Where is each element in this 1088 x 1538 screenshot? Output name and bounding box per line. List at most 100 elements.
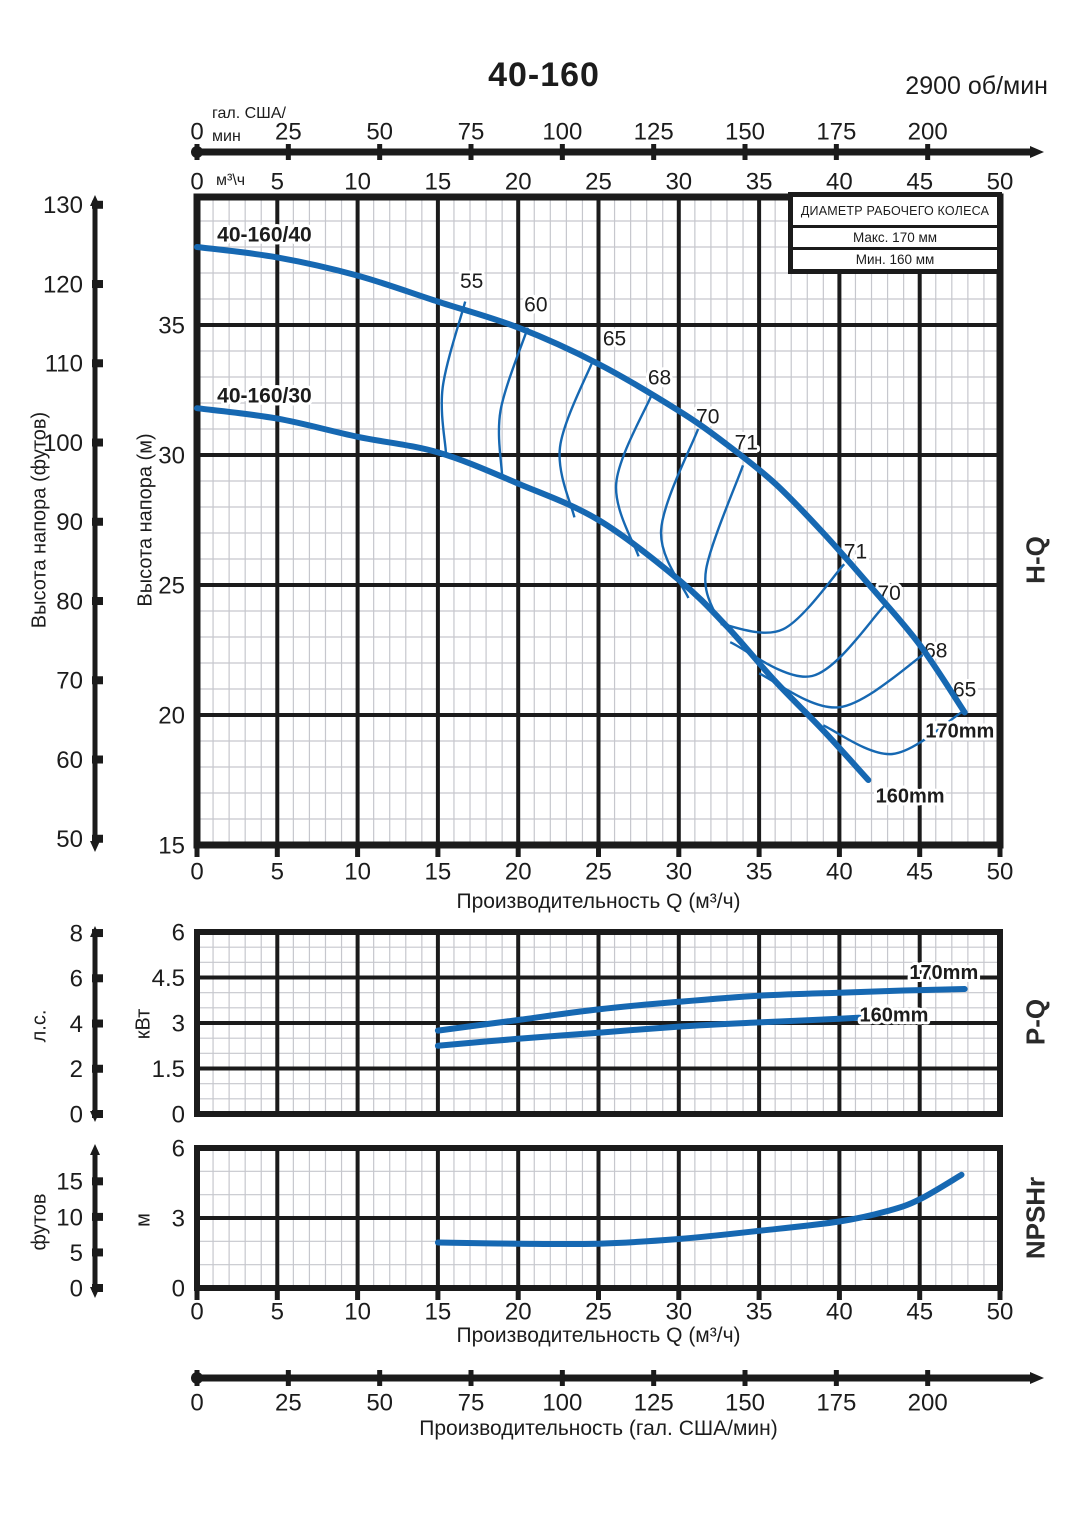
hp-axis-tick-2: 2	[70, 1056, 83, 1083]
hq-x-tick-30: 30	[665, 858, 692, 885]
efficiency-label-55: 55	[460, 270, 483, 293]
hp-axis-tick-0: 0	[70, 1101, 83, 1128]
impeller-label-170mm: 170mm	[925, 721, 994, 743]
npsh-feet-axis-tick-10: 10	[56, 1204, 83, 1231]
efficiency-contour-71	[720, 563, 846, 634]
gpm-axis-top-tick-25: 25	[275, 118, 302, 145]
npsh-feet-axis-tick-5: 5	[70, 1240, 83, 1267]
m3h-top-tick-30: 30	[665, 168, 692, 195]
hq-x-tick-10: 10	[344, 858, 371, 885]
hq-x-tick-35: 35	[746, 858, 773, 885]
pq-curve-160mm	[434, 1014, 867, 1049]
efficiency-label-71: 71	[844, 541, 867, 564]
npsh-m-axis-title-text: м	[132, 1213, 155, 1227]
gpm-axis-top-tick-75: 75	[458, 118, 485, 145]
efficiency-contour-68	[758, 651, 927, 709]
gpm-unit-note-line1: гал. США/	[212, 105, 286, 122]
hp-axis-tick-4: 4	[70, 1011, 83, 1038]
m3h-top-tick-0: 0	[190, 168, 203, 195]
head-m-tick-25: 25	[158, 572, 185, 599]
gpm-axis-bottom: 0 25 50 75 100 125 150 175 200	[190, 1370, 1044, 1416]
pq-impeller-label-170mm: 170mm	[909, 962, 978, 984]
gpm-axis-bottom-tick-150: 150	[725, 1389, 765, 1416]
gpm-axis-bottom-tick-200: 200	[908, 1389, 948, 1416]
pump-speed: 2900 об/мин	[905, 72, 1048, 100]
pq-impeller-label-160mm: 160mm	[860, 1005, 929, 1027]
legend-min-diameter: Мин. 160 мм	[855, 252, 935, 268]
m3h-top-tick-15: 15	[425, 168, 452, 195]
m3h-top-tick-40: 40	[826, 168, 853, 195]
page-title: 40-160	[488, 56, 600, 94]
head-feet-axis-tick-130: 130	[43, 192, 83, 219]
gpm-axis-top-tick-200: 200	[908, 118, 948, 145]
hq-x-tick-20: 20	[505, 858, 532, 885]
hq-x-tick-0: 0	[190, 858, 203, 885]
npsh-x-tick-5: 5	[271, 1298, 284, 1325]
efficiency-contour-55	[440, 301, 467, 453]
gpm-axis-bottom-tick-175: 175	[816, 1389, 856, 1416]
m3h-top-tick-5: 5	[271, 168, 284, 195]
pq-curves: 170mm 160mm	[434, 959, 981, 1049]
efficiency-contour-60	[497, 327, 529, 476]
npsh-feet-axis-title-text: футов	[28, 1193, 51, 1251]
head-feet-axis-tick-110: 110	[45, 351, 83, 378]
gpm-axis-bottom-tick-0: 0	[190, 1389, 203, 1416]
npsh-m-tick-6: 6	[172, 1135, 185, 1162]
hq-panel-label-text: H-Q	[1020, 536, 1051, 584]
kw-tick-6: 6	[172, 919, 185, 946]
npsh-x-tick-25: 25	[585, 1298, 612, 1325]
head-feet-axis-title-text: Высота напора (футов)	[28, 411, 51, 629]
head-m-tick-35: 35	[158, 312, 185, 339]
head-m-axis-title-text: Высота напора (м)	[134, 433, 157, 607]
series-label-40-160/30: 40-160/30	[217, 385, 312, 408]
npsh-feet-axis-tick-15: 15	[56, 1169, 83, 1196]
m3h-top-tick-10: 10	[344, 168, 371, 195]
gpm-axis-bottom-tick-25: 25	[275, 1389, 302, 1416]
hq-curve-160mm	[194, 405, 872, 783]
npsh-bottom-ticks	[194, 1291, 1003, 1300]
series-label-40-160/40: 40-160/40	[217, 223, 312, 246]
efficiency-label-65: 65	[953, 678, 976, 701]
m3h-top-tick-35: 35	[746, 168, 773, 195]
pq-curve-170mm	[434, 986, 968, 1034]
gpm-axis-bottom-tick-100: 100	[542, 1389, 582, 1416]
m3h-top-tick-50: 50	[987, 168, 1014, 195]
gpm-axis-top-tick-100: 100	[542, 118, 582, 145]
gpm-axis-title: Производительность (гал. США/мин)	[419, 1417, 778, 1440]
impeller-label-160mm: 160mm	[876, 786, 945, 808]
gpm-axis-bottom-tick-125: 125	[634, 1389, 674, 1416]
hq-x-tick-15: 15	[425, 858, 452, 885]
head-feet-axis-tick-120: 120	[43, 271, 83, 298]
hq-curve-170mm	[194, 244, 968, 716]
gpm-axis-top-tick-125: 125	[634, 118, 674, 145]
efficiency-contour-65	[558, 358, 595, 518]
npsh-x-tick-30: 30	[665, 1298, 692, 1325]
hp-axis-title-text: л.с.	[28, 1009, 51, 1043]
hq-x-axis-title: Производительность Q (м³/ч)	[456, 890, 741, 913]
hq-grid	[193, 193, 1004, 849]
efficiency-contour-65	[822, 711, 963, 756]
npsh-curve-line	[434, 1171, 965, 1248]
npsh-m-tick-0: 0	[172, 1275, 185, 1302]
npsh-feet-axis: 0 5 10 15	[56, 1144, 103, 1302]
gpm-axis-top: 0 25 50 75 100 125 150 175 200	[190, 118, 1044, 160]
gpm-axis-top-tick-0: 0	[190, 118, 203, 145]
npsh-feet-axis-tick-0: 0	[70, 1275, 83, 1302]
m3h-top-tick-20: 20	[505, 168, 532, 195]
npsh-x-tick-10: 10	[344, 1298, 371, 1325]
head-feet-axis-tick-100: 100	[43, 430, 83, 457]
npsh-x-tick-0: 0	[190, 1298, 203, 1325]
npsh-x-tick-15: 15	[425, 1298, 452, 1325]
efficiency-label-65: 65	[603, 327, 626, 350]
gpm-axis-top-tick-175: 175	[816, 118, 856, 145]
npsh-x-tick-45: 45	[906, 1298, 933, 1325]
m3h-unit-note: м³\ч	[216, 172, 246, 189]
head-feet-axis: 50 60 70 80 90 100 110 120 130	[43, 192, 103, 853]
hq-x-tick-25: 25	[585, 858, 612, 885]
hp-axis-tick-8: 8	[70, 920, 83, 947]
head-feet-axis-tick-50: 50	[56, 826, 83, 853]
head-feet-axis-tick-60: 60	[56, 747, 83, 774]
m3h-top-tick-25: 25	[585, 168, 612, 195]
